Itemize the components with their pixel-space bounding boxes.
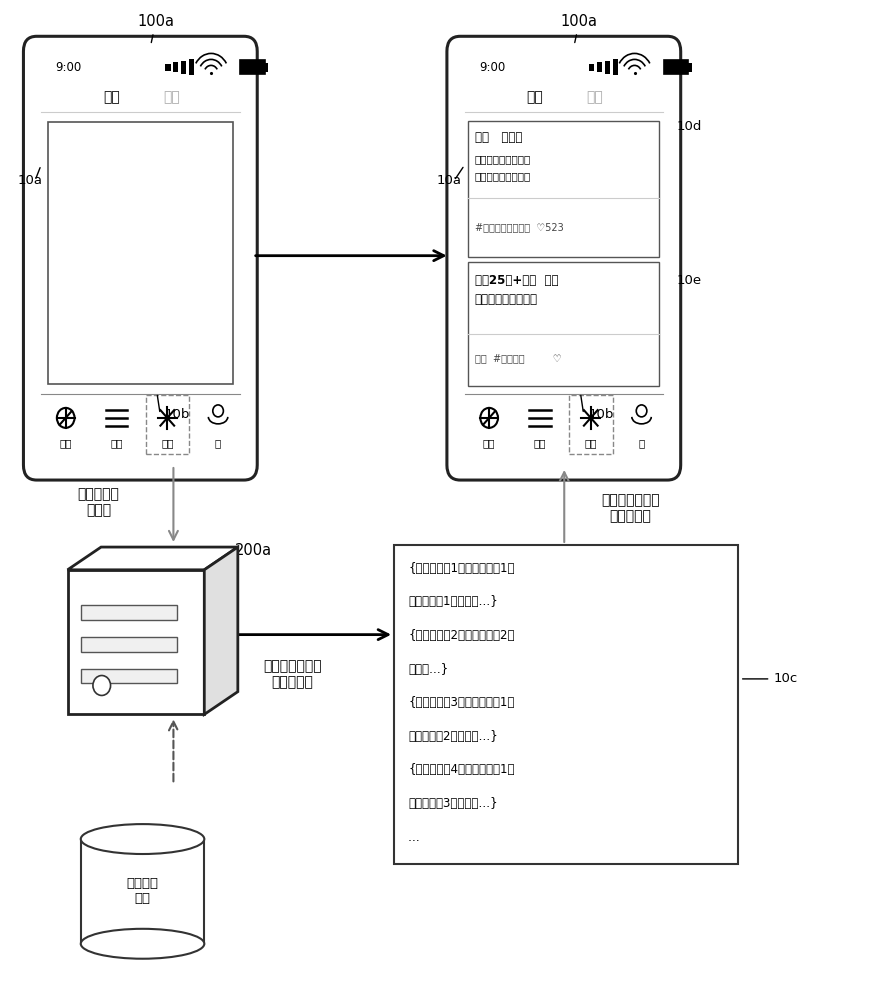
Bar (81, 637, 177, 652)
Circle shape (481, 408, 498, 428)
Bar (265, 63, 268, 72)
Ellipse shape (81, 929, 204, 959)
Circle shape (212, 405, 223, 417)
Bar (689, 63, 692, 72)
Text: 名称：名称2，内容：…}: 名称：名称2，内容：…} (408, 730, 498, 743)
Text: 名称：名称1，内容：…}: 名称：名称1，内容：…} (408, 595, 498, 608)
Bar (468, 121, 659, 257)
Circle shape (93, 676, 111, 695)
Text: 10e: 10e (676, 274, 702, 287)
Bar (181, 61, 187, 74)
Bar (189, 59, 195, 75)
Text: 故事: 故事 (161, 439, 173, 449)
Bar (394, 545, 738, 864)
Bar (81, 605, 177, 620)
Text: 发现: 发现 (59, 439, 72, 449)
Text: 200a: 200a (166, 543, 273, 558)
Text: 9:00: 9:00 (56, 61, 81, 74)
Text: 故事: 故事 (584, 439, 597, 449)
Text: 10c: 10c (743, 672, 797, 685)
Text: 书架: 书架 (111, 439, 123, 449)
Text: 9:00: 9:00 (479, 61, 505, 74)
Text: 围城   第三章: 围城 第三章 (474, 131, 522, 144)
Bar (569, 395, 612, 454)
Bar (145, 395, 189, 454)
Text: 城里的人想逃出来。: 城里的人想逃出来。 (474, 172, 531, 182)
Text: #根据《围城》推荐  ♡523: #根据《围城》推荐 ♡523 (474, 222, 564, 232)
Text: {项目编号：3，类型：类型1，: {项目编号：3，类型：类型1， (408, 696, 514, 709)
Text: {项目编号：4，类型：类型1，: {项目编号：4，类型：类型1， (408, 763, 514, 776)
Bar (664, 60, 689, 74)
Text: 10a: 10a (18, 174, 42, 187)
Text: 发现: 发现 (483, 439, 496, 449)
Text: 我: 我 (638, 439, 644, 449)
FancyBboxPatch shape (447, 36, 681, 480)
Text: {项目编号：1，类型：类型1，: {项目编号：1，类型：类型1， (408, 562, 514, 575)
Polygon shape (204, 547, 238, 714)
Text: 名称：名称3，内容：…}: 名称：名称3，内容：…} (408, 797, 497, 810)
Text: 100a: 100a (561, 14, 597, 43)
Polygon shape (67, 547, 238, 570)
Text: 朋友: 朋友 (163, 90, 180, 104)
Bar (173, 62, 179, 72)
Circle shape (57, 408, 74, 428)
FancyBboxPatch shape (23, 36, 258, 480)
Text: 你是这样的租房青年: 你是这样的租房青年 (474, 293, 538, 306)
Bar (604, 61, 610, 74)
Bar (48, 122, 233, 384)
Bar (67, 570, 204, 714)
Bar (165, 64, 171, 71)
Bar (81, 669, 177, 683)
Text: 显示信息流中所
包含的数据: 显示信息流中所 包含的数据 (601, 493, 660, 523)
Text: 10b: 10b (588, 408, 613, 421)
Text: 我: 我 (215, 439, 221, 449)
Text: 100a: 100a (137, 14, 174, 43)
Bar (240, 60, 265, 74)
Text: 朋友: 朋友 (587, 90, 604, 104)
Text: {项目编号：2，类型：类型2，: {项目编号：2，类型：类型2， (408, 629, 514, 642)
Text: 代码：…}: 代码：…} (408, 663, 449, 676)
Text: 发送信息拉
取请求: 发送信息拉 取请求 (78, 487, 119, 517)
Text: 10d: 10d (676, 120, 702, 133)
Ellipse shape (81, 824, 204, 854)
Bar (612, 59, 618, 75)
Text: 故事: 故事 (103, 90, 119, 104)
Text: 可扩展代
码包: 可扩展代 码包 (127, 877, 158, 905)
Text: 获取针对目标用
户的信息流: 获取针对目标用 户的信息流 (263, 659, 322, 690)
Text: 10a: 10a (436, 174, 461, 187)
Text: 10b: 10b (165, 408, 190, 421)
Bar (589, 64, 594, 71)
Text: …: … (408, 831, 419, 844)
Text: 城外的人想冲进去，: 城外的人想冲进去， (474, 154, 531, 164)
Circle shape (636, 405, 647, 417)
Bar (81, 839, 204, 944)
Bar (596, 62, 602, 72)
Bar (468, 262, 659, 386)
Text: 书架: 书架 (534, 439, 546, 449)
Text: 偏爱25平+独居  原来: 偏爱25平+独居 原来 (474, 274, 558, 287)
Text: 故事: 故事 (527, 90, 543, 104)
Text: 租房  #近期热门         ♡: 租房 #近期热门 ♡ (474, 354, 561, 364)
Ellipse shape (81, 824, 204, 854)
